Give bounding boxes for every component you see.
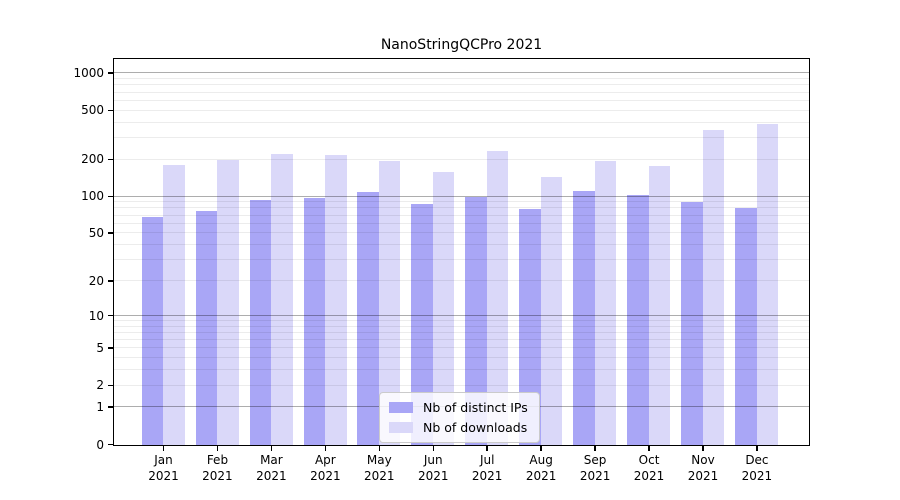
- y-tick-label: 2: [96, 378, 104, 393]
- y-gridline-minor: [113, 91, 810, 93]
- y-gridline-minor: [113, 109, 810, 111]
- y-tick: [107, 347, 113, 349]
- y-tick: [107, 280, 113, 282]
- y-tick: [107, 232, 113, 234]
- y-tick-label: 200: [81, 152, 104, 167]
- bar-nb-of-downloads-dec: [756, 124, 779, 445]
- bar-nb-of-distinct-ips-may: [357, 191, 379, 445]
- x-tick: [270, 445, 273, 451]
- x-tick: [432, 445, 434, 451]
- x-tick-label-feb: Feb 2021: [202, 453, 233, 483]
- bar-nb-of-distinct-ips-jul: [465, 196, 487, 445]
- x-tick: [594, 445, 596, 451]
- bar-nb-of-downloads-apr: [325, 155, 347, 445]
- chart-title: NanoStringQCPro 2021: [380, 37, 543, 53]
- bar-nb-of-downloads-nov: [702, 130, 725, 445]
- bar-nb-of-downloads-oct: [648, 166, 671, 445]
- y-tick-label: 20: [88, 273, 104, 288]
- bar-nb-of-distinct-ips-mar: [249, 200, 272, 445]
- bar-nb-of-distinct-ips-dec: [735, 207, 757, 445]
- legend: Nb of distinct IPs Nb of downloads: [379, 392, 540, 443]
- x-tick: [702, 445, 704, 451]
- bar-nb-of-downloads-jan: [163, 164, 185, 445]
- legend-swatch-downloads: [389, 422, 413, 433]
- y-tick-label: 5: [96, 341, 104, 356]
- x-tick: [378, 445, 381, 451]
- bar-nb-of-distinct-ips-sep: [573, 190, 595, 445]
- bar-nb-of-downloads-may: [378, 160, 401, 445]
- legend-swatch-distinct-ips: [389, 402, 413, 413]
- x-tick: [324, 445, 327, 451]
- x-tick: [648, 445, 650, 451]
- bar-nb-of-downloads-aug: [540, 176, 563, 445]
- x-tick-label-jul: Jul 2021: [471, 453, 503, 483]
- y-tick: [107, 314, 113, 317]
- bar-nb-of-distinct-ips-apr: [303, 197, 326, 445]
- y-tick-label: 10: [88, 308, 104, 323]
- y-tick: [107, 109, 113, 112]
- y-tick: [107, 195, 113, 198]
- x-tick-label-sep: Sep 2021: [579, 453, 611, 483]
- y-tick-label: 0: [96, 437, 104, 452]
- bar-nb-of-downloads-jun: [432, 172, 455, 445]
- y-gridline-minor: [113, 78, 810, 80]
- bar-nb-of-downloads-mar: [271, 154, 293, 445]
- x-tick: [162, 445, 165, 451]
- y-gridline-minor: [113, 121, 810, 123]
- y-tick-label: 500: [81, 103, 104, 118]
- bar-nb-of-distinct-ips-oct: [627, 195, 649, 445]
- y-gridline-major: [113, 72, 810, 74]
- bar-nb-of-distinct-ips-jan: [141, 217, 164, 445]
- bar-nb-of-distinct-ips-aug: [519, 208, 541, 445]
- x-tick-label-jan: Jan 2021: [148, 453, 179, 483]
- legend-item-downloads: Nb of downloads: [389, 420, 528, 435]
- y-tick: [107, 406, 113, 408]
- bar-nb-of-distinct-ips-nov: [681, 201, 703, 445]
- y-tick: [107, 72, 113, 74]
- y-tick-label: 1: [96, 400, 104, 415]
- plot-area: [112, 58, 811, 446]
- x-tick: [756, 445, 758, 451]
- y-gridline-minor: [113, 84, 810, 86]
- x-tick-label-dec: Dec 2021: [741, 453, 773, 483]
- x-tick: [486, 445, 488, 451]
- legend-label-distinct-ips: Nb of distinct IPs: [423, 400, 528, 415]
- legend-item-distinct-ips: Nb of distinct IPs: [389, 400, 528, 415]
- y-gridline-minor: [113, 99, 810, 101]
- bar-nb-of-downloads-sep: [594, 160, 617, 445]
- y-tick-label: 100: [81, 189, 104, 204]
- x-tick-label-nov: Nov 2021: [687, 453, 719, 483]
- x-tick-label-may: May 2021: [364, 453, 395, 483]
- bar-nb-of-distinct-ips-feb: [195, 210, 218, 445]
- bar-nb-of-downloads-jul: [486, 150, 509, 445]
- y-tick-label: 1000: [73, 66, 104, 81]
- x-tick-label-apr: Apr 2021: [310, 453, 341, 483]
- x-tick-label-oct: Oct 2021: [633, 453, 665, 483]
- bar-nb-of-distinct-ips-jun: [411, 203, 433, 445]
- x-tick-label-mar: Mar 2021: [256, 453, 287, 483]
- y-tick: [107, 443, 113, 446]
- y-tick: [107, 158, 113, 161]
- legend-label-downloads: Nb of downloads: [423, 420, 528, 435]
- x-tick: [540, 445, 542, 451]
- y-tick-label: 50: [88, 226, 104, 241]
- x-tick-label-aug: Aug 2021: [525, 453, 557, 483]
- x-tick-label-jun: Jun 2021: [417, 453, 449, 483]
- bar-nb-of-downloads-feb: [217, 160, 239, 445]
- x-tick: [216, 445, 219, 451]
- y-tick: [107, 384, 113, 387]
